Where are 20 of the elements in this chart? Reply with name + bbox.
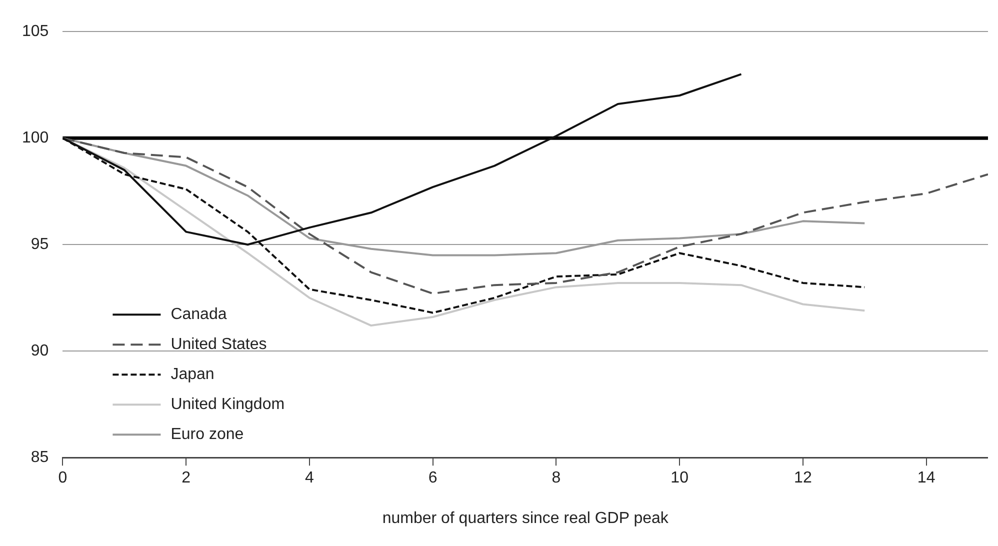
legend-label: Euro zone [170, 426, 244, 444]
y-tick-label: 105 [22, 23, 49, 40]
legend-label: United Kingdom [170, 396, 285, 414]
x-tick-label: 8 [552, 470, 561, 487]
x-tick-label: 12 [794, 470, 812, 487]
legend-label: Japan [170, 366, 214, 384]
y-tick-label: 85 [30, 449, 49, 466]
x-tick-label: 2 [182, 470, 191, 487]
y-tick-label: 100 [22, 130, 49, 147]
legend-label: United States [170, 336, 267, 354]
x-tick-label: 14 [917, 470, 936, 487]
legend-label: Canada [170, 306, 227, 324]
y-tick-label: 95 [30, 236, 49, 254]
x-tick-label: 0 [58, 470, 68, 487]
x-tick-label: 10 [670, 470, 689, 487]
x-axis-title: number of quarters since real GDP peak [382, 510, 670, 527]
x-tick-label: 6 [428, 470, 438, 487]
y-tick-label: 90 [30, 342, 49, 360]
line-series [62, 137, 988, 295]
x-tick-label: 4 [304, 470, 314, 487]
